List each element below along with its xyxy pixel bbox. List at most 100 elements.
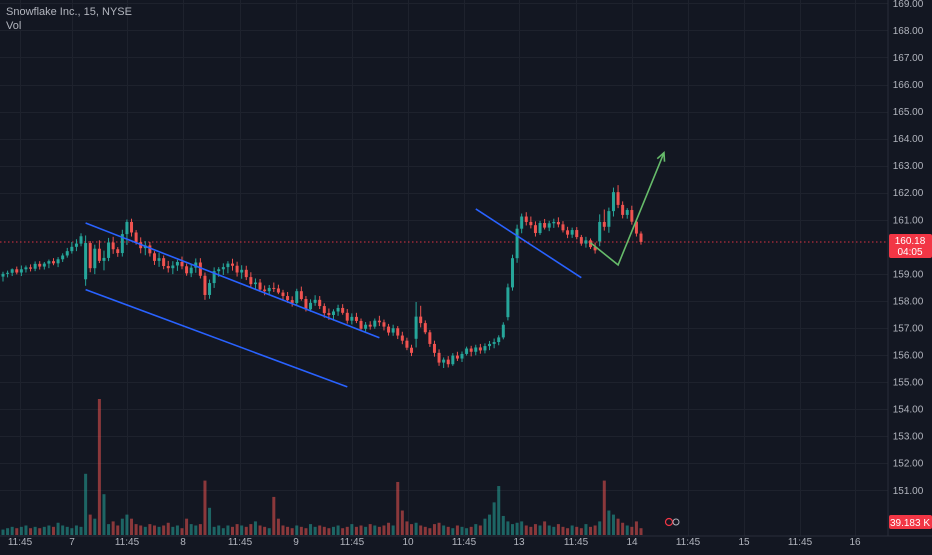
candle-body <box>313 299 317 303</box>
volume-bar <box>488 514 492 535</box>
price-tick-label: 166.00 <box>893 80 924 91</box>
volume-bar <box>387 522 391 535</box>
volume-bar <box>345 526 349 535</box>
candle-body <box>570 230 574 235</box>
candle-body <box>208 283 212 295</box>
volume-bar <box>543 521 547 535</box>
candle-body <box>111 242 115 250</box>
candle-body <box>120 234 124 254</box>
candle-body <box>290 300 294 304</box>
volume-bar <box>515 522 519 535</box>
volume-bar <box>589 526 593 535</box>
volume-bar <box>231 526 234 535</box>
volume-bar <box>189 524 193 535</box>
candle-body <box>249 277 253 285</box>
candle-body <box>368 324 372 327</box>
candle-body <box>125 221 129 235</box>
candle-body <box>621 204 625 215</box>
candle-body <box>61 255 65 260</box>
alert-icon[interactable] <box>672 518 680 526</box>
volume-bar <box>217 525 221 535</box>
volume-bar <box>510 524 514 535</box>
candle-body <box>474 347 478 352</box>
volume-bar <box>497 486 501 535</box>
candle-body <box>460 353 464 359</box>
volume-bar <box>547 525 551 535</box>
volume-bar <box>208 507 212 535</box>
last-price-tag <box>889 234 932 258</box>
candle-body <box>492 342 496 344</box>
candle-body <box>295 291 299 304</box>
candle-body <box>414 316 418 339</box>
volume-bar <box>341 528 345 535</box>
volume-bar <box>281 525 285 535</box>
eye-icon[interactable] <box>664 517 674 527</box>
price-tick-label: 154.00 <box>893 405 924 416</box>
volume-bar <box>478 525 482 535</box>
candle-body <box>515 228 519 259</box>
volume-bar <box>552 526 556 535</box>
candle-body <box>602 221 606 227</box>
time-axis[interactable]: 11:45 7 11:45 8 11:45 9 11:45 10 11:45 13 11:45 14 1… <box>8 537 861 548</box>
volume-legend[interactable]: Vol <box>6 20 22 32</box>
candle-body <box>556 221 560 225</box>
candle-body <box>391 328 395 333</box>
volume-bar <box>405 521 409 535</box>
volume-bar <box>84 473 88 535</box>
wedge-upper-trendline <box>85 222 380 339</box>
candle-body <box>488 343 492 347</box>
candle-body <box>51 261 55 264</box>
volume-bar <box>322 526 326 535</box>
candle-body <box>561 224 565 231</box>
candle-body <box>327 313 331 315</box>
volume-bar <box>272 496 276 535</box>
volume-bar <box>51 526 55 535</box>
volume-bar <box>221 528 225 535</box>
volume-bar <box>593 525 597 535</box>
volume-bar <box>616 518 620 535</box>
volume-bar <box>455 525 459 535</box>
time-tick-label: 16 <box>849 537 861 548</box>
candle-body <box>276 288 280 293</box>
candle-body <box>428 332 432 344</box>
volume-bar <box>258 525 262 535</box>
volume-bar <box>116 525 120 535</box>
candle-body <box>483 346 487 351</box>
volume-bar <box>88 514 92 535</box>
candle-body <box>198 262 202 276</box>
symbol-title[interactable]: Snowflake Inc., 15, NYSE <box>6 6 132 18</box>
candle-body <box>465 348 469 354</box>
candle-body <box>387 326 391 333</box>
candle-body <box>194 262 198 268</box>
time-tick-label: 15 <box>738 537 750 548</box>
candle-body <box>134 232 138 243</box>
volume-bar <box>185 518 189 535</box>
volume-bar <box>235 524 239 535</box>
candle-body <box>451 355 455 365</box>
candle-body <box>373 320 377 327</box>
volume-bar <box>533 524 537 535</box>
candle-body <box>180 261 184 267</box>
volume-bar <box>524 525 528 535</box>
candle-body <box>162 258 166 267</box>
candle-body <box>400 335 404 341</box>
time-tick-label: 11:45 <box>228 537 253 548</box>
legend: Snowflake Inc., 15, NYSE Vol <box>6 5 132 33</box>
candle-body <box>309 302 313 310</box>
volume-bar <box>244 526 248 535</box>
volume-tag <box>889 515 932 529</box>
drawings[interactable] <box>85 150 666 388</box>
price-tick-label: 162.00 <box>893 188 924 199</box>
price-axis[interactable]: 169.00 168.00 167.00 166.00 165.00 164.00 163.… <box>893 0 924 497</box>
volume-bar <box>212 526 216 535</box>
volume-bar <box>148 524 152 535</box>
volume-bar <box>180 528 184 535</box>
candle-body <box>130 221 134 233</box>
volume-bar <box>166 522 170 535</box>
volume-bar <box>97 399 101 535</box>
price-tick-label: 157.00 <box>893 323 924 334</box>
price-tick-label: 158.00 <box>893 296 924 307</box>
candle-body <box>217 269 221 272</box>
